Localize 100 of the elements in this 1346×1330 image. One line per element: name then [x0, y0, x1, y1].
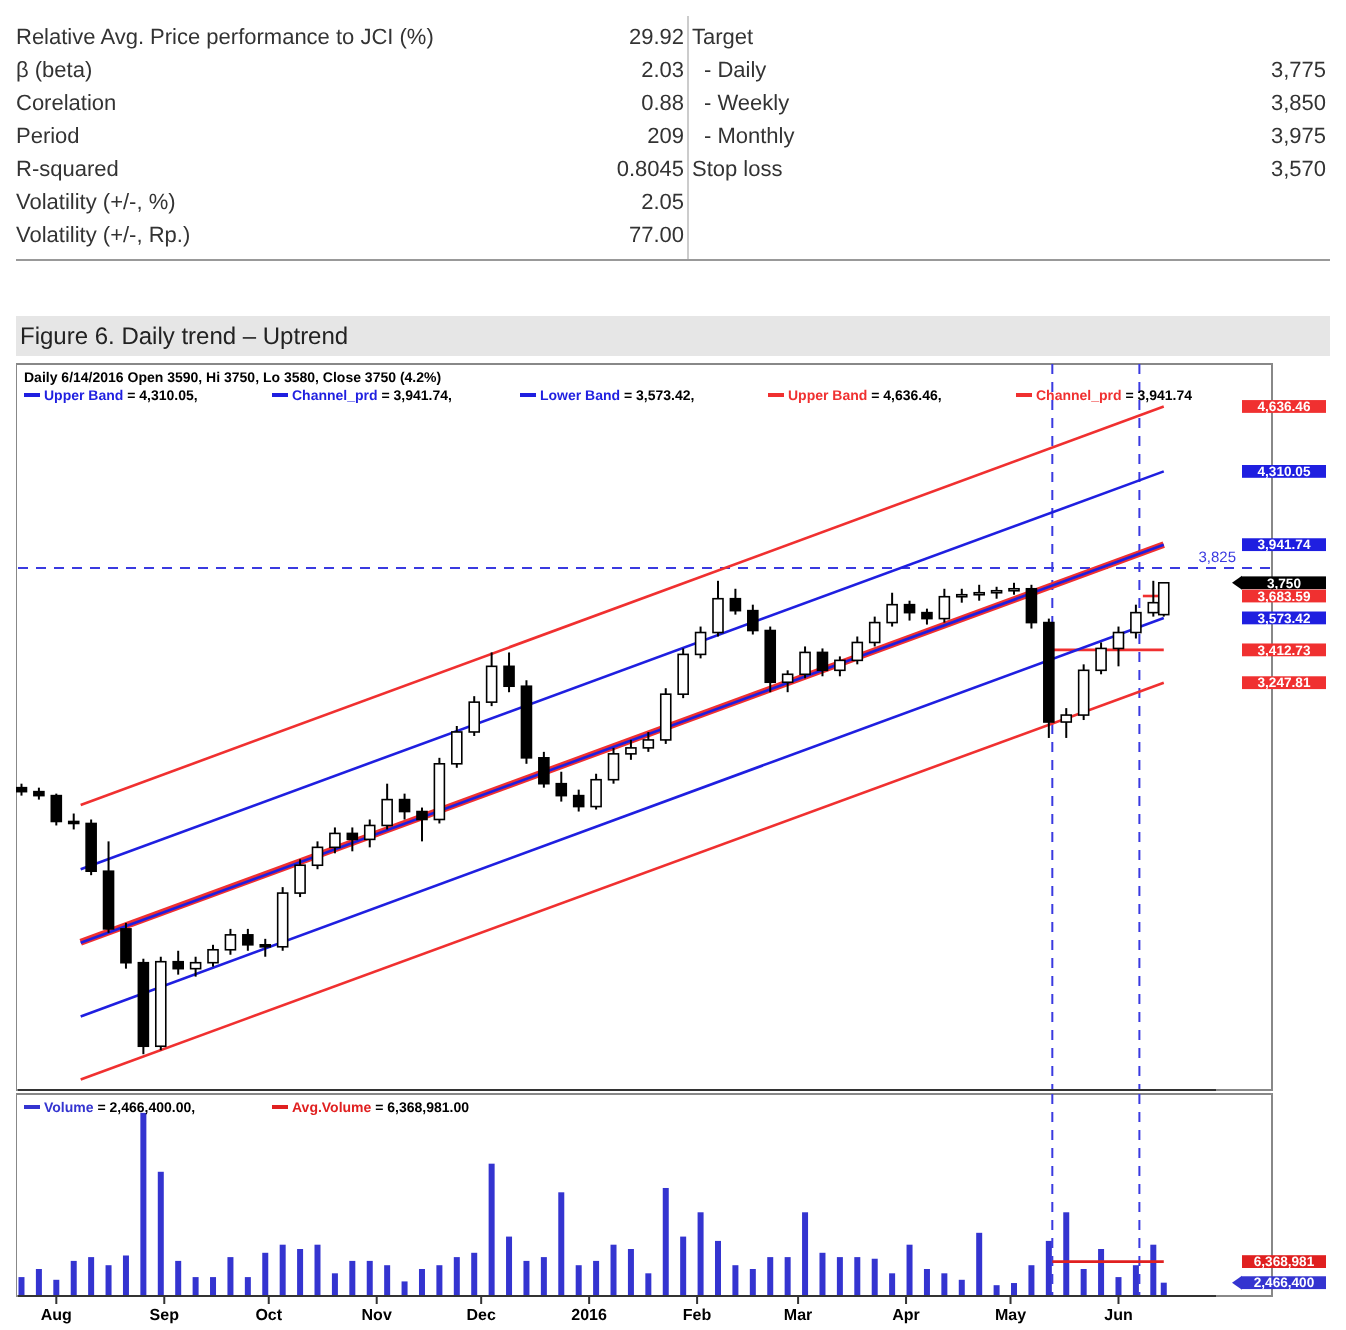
bar [732, 1265, 739, 1296]
candlestick [729, 587, 742, 616]
bar [210, 1277, 217, 1296]
candlestick [781, 669, 794, 694]
bar [714, 1240, 721, 1296]
text: Target [692, 26, 754, 50]
candlestick [120, 921, 132, 970]
bar [802, 1212, 809, 1296]
candlestick [834, 655, 846, 678]
candlestick [1060, 707, 1073, 739]
bar [610, 1244, 617, 1296]
candlestick [485, 651, 498, 708]
candlestick [294, 858, 306, 899]
text: 3,775 [1270, 59, 1326, 83]
candlestick [625, 738, 637, 761]
text: - Monthly [704, 125, 796, 149]
text: Volatility (+/-, Rp.) [16, 224, 191, 248]
x-tick-label: Aug [40, 1306, 73, 1324]
candlestick [242, 927, 254, 952]
bar [175, 1260, 182, 1296]
candlestick [572, 788, 585, 813]
bar [627, 1249, 634, 1296]
bar [453, 1257, 460, 1296]
bar [767, 1257, 774, 1296]
bar [88, 1257, 95, 1296]
bar [488, 1163, 495, 1296]
candlestick [903, 599, 916, 622]
x-tick-label: Feb [682, 1306, 712, 1324]
bar [784, 1257, 791, 1296]
bar [749, 1268, 756, 1296]
text: β (beta) [16, 59, 93, 83]
bar [958, 1279, 965, 1296]
text: Volatility (+/-, %) [16, 191, 176, 215]
candlestick [1025, 583, 1038, 630]
bar [593, 1260, 600, 1296]
text: Period [16, 125, 80, 149]
candlestick [381, 782, 393, 831]
text: 77.00 [628, 224, 684, 248]
bar [384, 1265, 391, 1296]
bar [401, 1281, 408, 1296]
bar [697, 1212, 704, 1296]
bar [157, 1171, 164, 1296]
candlestick [799, 645, 811, 680]
x-tick-label: 2016 [571, 1306, 609, 1324]
candlestick [712, 579, 724, 638]
candlestick [938, 587, 951, 624]
candlestick [868, 615, 881, 648]
candlestick [1112, 625, 1125, 668]
text: R-squared [16, 158, 119, 182]
bar [18, 1277, 25, 1296]
bar [35, 1268, 42, 1296]
bar [1028, 1265, 1035, 1296]
text: 3,975 [1270, 125, 1326, 149]
bar [889, 1273, 896, 1296]
candlestick [659, 687, 672, 745]
bar [366, 1260, 373, 1296]
x-tick-label: Dec [466, 1306, 497, 1324]
bar [506, 1236, 513, 1296]
candlestick [363, 818, 376, 849]
bar [1150, 1244, 1157, 1296]
bar [662, 1187, 669, 1296]
bar [262, 1252, 269, 1296]
candlestick [311, 840, 324, 871]
text: 3,850 [1270, 92, 1326, 116]
candlestick [590, 772, 602, 811]
x-tick-label: Oct [255, 1306, 283, 1324]
text: 0.8045 [616, 158, 684, 182]
text: Stop loss [692, 158, 784, 182]
bar [854, 1257, 861, 1296]
text: 209 [647, 125, 684, 149]
candlestick [468, 695, 481, 737]
bar [558, 1192, 565, 1296]
bar [244, 1277, 251, 1296]
candlestick [642, 730, 655, 753]
bar [1063, 1212, 1070, 1296]
candlestick [1077, 663, 1090, 722]
x-tick-label: Apr [892, 1306, 920, 1324]
bar [645, 1273, 652, 1296]
candlestick [50, 792, 63, 827]
x-tick-label: Mar [783, 1306, 813, 1324]
bar [140, 1112, 147, 1296]
bar [1011, 1283, 1018, 1296]
bar [349, 1260, 356, 1296]
x-tick-label: Nov [361, 1306, 393, 1324]
text: - Weekly [704, 92, 791, 116]
bar [471, 1252, 478, 1296]
bar [1080, 1268, 1087, 1296]
text: - Daily [704, 59, 768, 83]
bar [418, 1268, 425, 1296]
candlestick [538, 750, 550, 789]
bar [1160, 1282, 1167, 1296]
bar [1098, 1249, 1105, 1296]
candlestick [207, 943, 219, 968]
candlestick [1130, 603, 1142, 640]
bar [941, 1273, 948, 1296]
x-tick-label: Jun [1104, 1306, 1133, 1324]
bar [70, 1260, 77, 1296]
bar [314, 1244, 321, 1296]
text: 3,570 [1270, 158, 1326, 182]
bar [122, 1255, 129, 1296]
